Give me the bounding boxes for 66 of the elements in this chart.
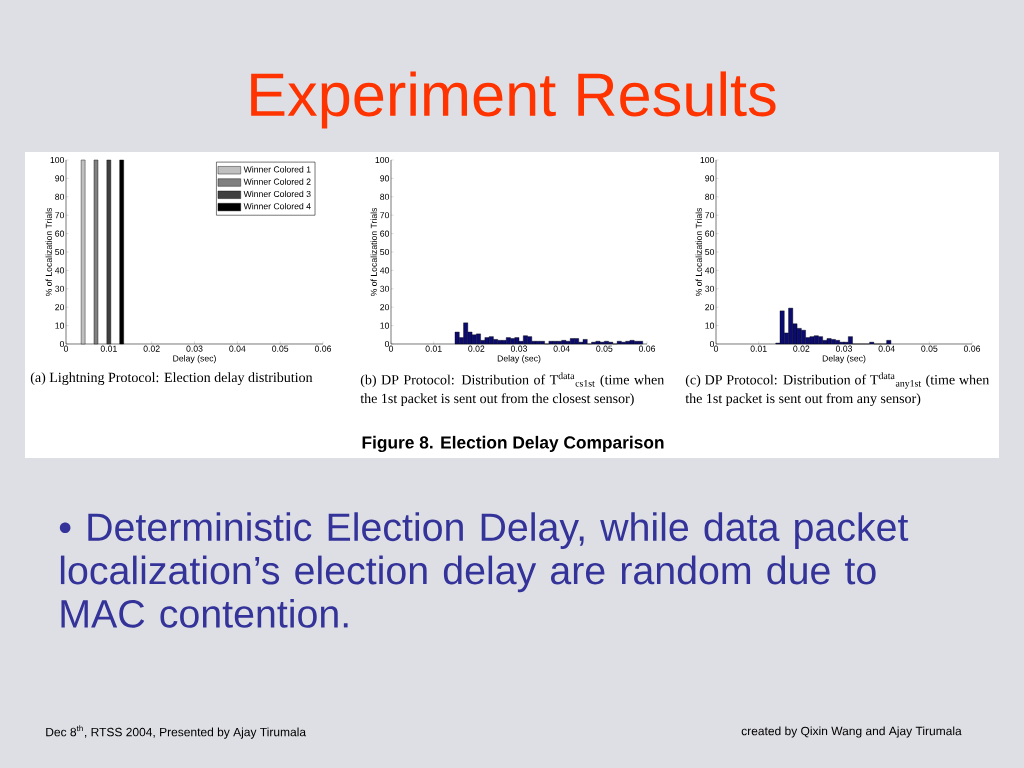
- caption: Figure 8. Election Delay Comparison: [362, 435, 664, 453]
- y-tick-label: 80: [380, 193, 390, 200]
- y-tick-label: 10: [55, 322, 65, 329]
- y-tick-label: 50: [705, 248, 715, 256]
- text: • Deterministic Election Delay, while data packet localization’s election delay are random due to MAC contention.: [59, 512, 909, 628]
- y-tick-label: 20: [380, 304, 390, 311]
- y-tick-label: 50: [380, 248, 390, 256]
- y-tick-label: 40: [704, 267, 715, 274]
- y-axis-title: % of Localization Trials: [695, 207, 702, 297]
- x-tick-label: 0.02: [143, 345, 160, 352]
- x-tick-label: 0.06: [638, 345, 656, 352]
- text: created by Qixin Wang and Ajay Tirumala: [741, 726, 962, 738]
- y-tick-label: 100: [50, 156, 65, 164]
- y-tick-label: 100: [375, 156, 390, 164]
- legend-label: Winner Colored 1: [243, 166, 311, 173]
- y-tick-label: 50: [55, 248, 65, 256]
- y-tick-label: 40: [379, 267, 390, 274]
- legend-label: Winner Colored 2: [243, 178, 311, 185]
- y-tick-label: 70: [55, 212, 65, 219]
- y-tick-label: 30: [705, 285, 715, 292]
- y-tick-label: 70: [380, 212, 390, 219]
- x-tick-label: 0.01: [100, 345, 117, 352]
- legend-label: Winner Colored 4: [243, 202, 311, 210]
- x-tick-label: 0.03: [835, 345, 853, 352]
- x-tick-label: 0.05: [596, 345, 613, 352]
- y-tick-label: 80: [705, 193, 715, 200]
- y-tick-label: 90: [705, 175, 715, 182]
- text: Experiment Results: [251, 71, 776, 129]
- x-tick-label: 0.05: [272, 345, 289, 352]
- text: (a) Lightning Protocol: Election delay distribution: [30, 372, 313, 385]
- y-tick-label: 70: [705, 212, 715, 219]
- y-tick-label: 20: [55, 304, 65, 311]
- y-tick-label: 60: [705, 230, 715, 237]
- y-tick-label: 90: [380, 175, 390, 182]
- y-tick-label: 10: [705, 322, 715, 329]
- y-tick-label: 40: [54, 267, 65, 274]
- x-tick-label: 0.06: [963, 345, 981, 352]
- y-axis-title: % of Localization Trials: [370, 207, 377, 297]
- x-tick-label: 0.06: [314, 345, 332, 352]
- x-axis-title: Delay (sec): [173, 355, 216, 364]
- x-tick-label: 0.02: [468, 345, 485, 352]
- x-tick-label: 0.01: [425, 345, 442, 352]
- y-tick-label: 90: [55, 175, 65, 182]
- text: (c) DP Protocol: Distribution of T$^{data}$$_{any1st}$ (time when the 1st packet is sent out from any sensor): [685, 372, 990, 407]
- x-tick-label: 0.02: [793, 345, 810, 352]
- x-tick-label: 0.03: [186, 345, 203, 352]
- x-tick-label: 0.04: [229, 345, 246, 352]
- y-tick-label: 30: [380, 285, 390, 292]
- x-tick-label: 0.03: [510, 345, 528, 352]
- text: Dec 8$^{th}$, RTSS 2004, Presented by Ajay Tirumala: [46, 725, 307, 739]
- y-tick-label: 100: [700, 156, 715, 164]
- y-tick-label: 80: [55, 193, 65, 200]
- x-tick-label: 0.05: [921, 345, 938, 352]
- x-tick-label: 0.04: [553, 345, 570, 352]
- x-axis-title: Delay (sec): [822, 355, 866, 364]
- x-tick-label: 0.01: [750, 345, 767, 352]
- y-tick-label: 20: [705, 304, 715, 311]
- y-tick-label: 30: [55, 285, 65, 292]
- y-tick-label: 60: [55, 230, 65, 237]
- x-axis-title: Delay (sec): [497, 355, 541, 364]
- x-tick-label: 0.04: [878, 345, 895, 352]
- y-tick-label: 10: [380, 322, 390, 329]
- legend-label: Winner Colored 3: [243, 190, 311, 198]
- y-tick-label: 60: [380, 230, 390, 237]
- text: (b) DP Protocol: Distribution of T$^{data}$$_{cs1st}$ (time when the 1st packet is sent out from the closest sensor): [360, 372, 665, 406]
- y-axis-title: % of Localization Trials: [45, 207, 52, 297]
